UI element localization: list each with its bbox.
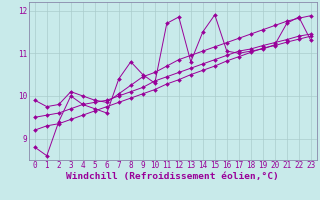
X-axis label: Windchill (Refroidissement éolien,°C): Windchill (Refroidissement éolien,°C) [67,172,279,181]
